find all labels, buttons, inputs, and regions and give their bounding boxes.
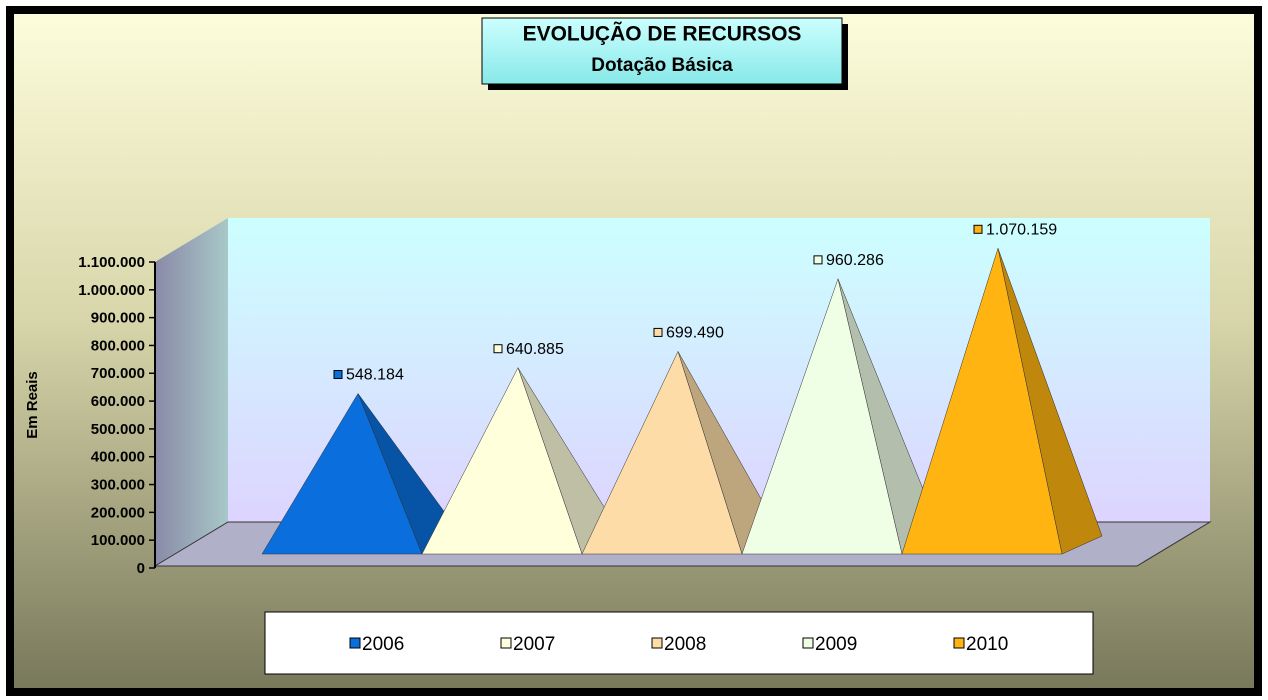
label-key	[973, 224, 983, 234]
label-key	[813, 255, 823, 265]
legend-key	[953, 637, 965, 649]
y-tick-label: 500.000	[91, 421, 145, 438]
y-tick-label: 1.000.000	[78, 282, 145, 299]
y-tick-label: 700.000	[91, 365, 145, 382]
label-key	[653, 327, 663, 337]
y-tick-label: 900.000	[91, 310, 145, 327]
data-label: 699.490	[666, 325, 724, 342]
pyramid-side-shade	[678, 351, 782, 554]
data-label: 1.070.159	[986, 222, 1057, 239]
pyramid-front	[261, 392, 423, 555]
chart-subtitle: Dotação Básica	[591, 55, 733, 76]
pyramid-front	[741, 277, 903, 555]
pyramid-front	[901, 247, 1063, 555]
label-key	[493, 344, 503, 354]
pyramid-side-shade	[998, 248, 1102, 555]
pyramid-side-shade	[838, 278, 942, 554]
pyramid-side-shade	[518, 367, 622, 554]
pyramid-front	[581, 350, 743, 555]
y-tick-label: 0	[137, 560, 145, 577]
label-key	[333, 370, 343, 380]
legend-label: 2009	[815, 634, 857, 655]
pyramid-front	[421, 367, 583, 555]
data-label: 640.885	[506, 341, 564, 358]
legend-key	[349, 637, 361, 649]
chart-title: EVOLUÇÃO DE RECURSOS	[523, 23, 802, 46]
legend-label: 2010	[966, 634, 1008, 655]
data-label: 548.184	[346, 367, 404, 384]
data-label: 960.286	[826, 252, 884, 269]
legend-key	[651, 637, 663, 649]
y-tick-label: 100.000	[91, 532, 145, 549]
pyramid-side-shade	[358, 393, 462, 554]
y-tick-label: 300.000	[91, 477, 145, 494]
legend-label: 2007	[513, 634, 555, 655]
y-tick-label: 200.000	[91, 504, 145, 521]
y-tick-label: 800.000	[91, 337, 145, 354]
legend-label: 2008	[664, 634, 706, 655]
y-tick-label: 400.000	[91, 449, 145, 466]
legend-key	[500, 637, 512, 649]
side-wall	[155, 218, 228, 566]
y-tick-label: 600.000	[91, 393, 145, 410]
y-axis-title: Em Reais	[24, 371, 41, 439]
legend-key	[802, 637, 814, 649]
y-tick-label: 1.100.000	[78, 254, 145, 271]
title-box	[481, 17, 843, 85]
legend-label: 2006	[362, 634, 404, 655]
